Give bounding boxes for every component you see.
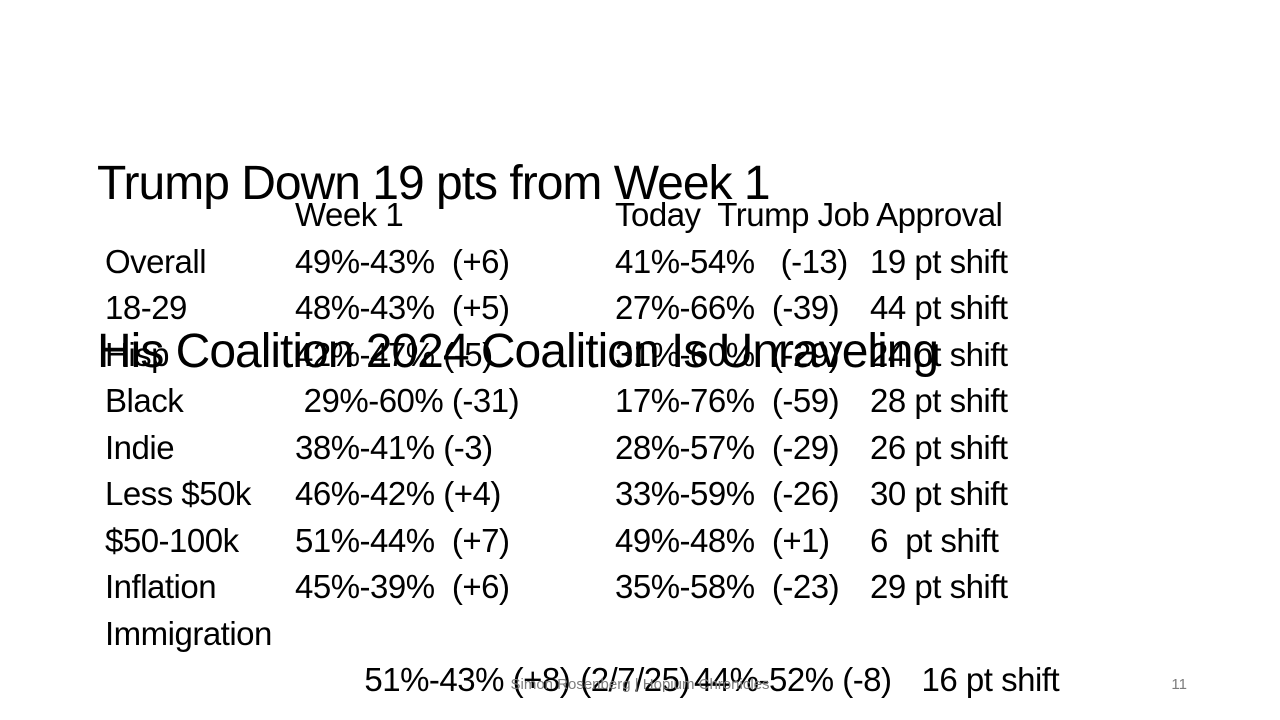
table-row: Black 29%-60% (-31) 17%-76% (-59) 28 pt … bbox=[105, 378, 1059, 425]
row-today: 49%-48% (+1) bbox=[615, 521, 830, 559]
row-label: 18-29 bbox=[105, 289, 187, 326]
row-today: 41%-54% (-13) bbox=[615, 242, 848, 280]
row-week1: 51%-43% (+8) bbox=[364, 661, 571, 698]
row-label: Immigration bbox=[105, 614, 272, 652]
row-today: 28%-57% (-29) bbox=[615, 428, 840, 466]
header-today: Today Trump Job Approval bbox=[615, 196, 1003, 233]
row-label: Less $50k bbox=[105, 475, 251, 512]
row-week1: 49%-43% (+6) bbox=[295, 242, 510, 280]
table-row: 18-29 48%-43% (+5) 27%-66% (-39) 44 pt s… bbox=[105, 285, 1059, 332]
row-week1: 42%-47% (-5) bbox=[295, 335, 493, 373]
row-today: 35%-58% (-23) bbox=[615, 568, 840, 605]
row-date: (2/7/25) bbox=[580, 661, 690, 698]
row-shift: 26 pt shift bbox=[870, 428, 1008, 466]
approval-table: Week 1 Today Trump Job Approval Overall … bbox=[105, 192, 1060, 699]
row-shift: 19 pt shift bbox=[870, 242, 1008, 280]
table-row: Overall 49%-43% (+6) 41%-54% (-13) 19 pt… bbox=[105, 239, 1059, 286]
row-today: 31%-60% (-29) bbox=[615, 335, 840, 373]
row-week1: 45%-39% (+6) bbox=[295, 568, 510, 605]
row-label: Overall bbox=[105, 242, 207, 280]
row-today: 17%-76% (-59) bbox=[615, 382, 840, 419]
row-immigration-data: 51%-43% (+8) (2/7/25) 44%-52% (-8) 16 pt sh… bbox=[295, 611, 1059, 720]
row-shift: 28 pt shift bbox=[870, 382, 1008, 419]
slide-number: 11 bbox=[1171, 676, 1187, 693]
table-row: Less $50k 46%-42% (+4) 33%-59% (-26) 30 … bbox=[105, 471, 1059, 518]
row-shift: 6 pt shift bbox=[870, 521, 999, 559]
row-label: Black bbox=[105, 382, 184, 419]
row-today: 44%-52% (-8) bbox=[693, 661, 892, 698]
row-label: Indie bbox=[105, 428, 175, 466]
row-shift: 30 pt shift bbox=[870, 475, 1008, 512]
row-week1: 46%-42% (+4) bbox=[295, 475, 501, 512]
row-today: 27%-66% (-39) bbox=[615, 289, 840, 326]
row-label: $50-100k bbox=[105, 521, 239, 559]
table-row: Indie 38%-41% (-3) 28%-57% (-29) 26 pt s… bbox=[105, 425, 1059, 472]
row-label: Inflation bbox=[105, 568, 217, 605]
footer-credit: Simon Rosenberg | Hopium Chronicles bbox=[510, 676, 770, 693]
row-week1: 29%-60% (-31) bbox=[295, 382, 520, 419]
header-label-spacer bbox=[105, 192, 295, 239]
title-line-2: His Coalition 2024 Coalition Is Unraveli… bbox=[97, 325, 939, 378]
table-row: Inflation 45%-39% (+6) 35%-58% (-23) 29 … bbox=[105, 564, 1059, 611]
row-shift: 44 pt shift bbox=[870, 289, 1008, 326]
row-week1: 51%-44% (+7) bbox=[295, 521, 510, 559]
row-shift: 24 pt shift bbox=[870, 335, 1008, 373]
table-header-row: Week 1 Today Trump Job Approval bbox=[105, 192, 1059, 239]
row-shift: 16 pt shift bbox=[921, 661, 1060, 698]
table-row: Hisp 42%-47% (-5) 31%-60% (-29) 24 pt sh… bbox=[105, 332, 1059, 379]
row-shift: 29 pt shift bbox=[870, 568, 1008, 605]
row-label: Hisp bbox=[105, 335, 170, 373]
table-row: $50-100k 51%-44% (+7) 49%-48% (+1) 6 pt … bbox=[105, 518, 1059, 565]
header-week1: Week 1 bbox=[295, 196, 404, 233]
row-week1: 48%-43% (+5) bbox=[295, 289, 510, 326]
title-line-1: Trump Down 19 pts from Week 1 bbox=[97, 157, 771, 210]
row-today: 33%-59% (-26) bbox=[615, 475, 840, 512]
table-row: Immigration 51%-43% (+8) (2/7/25) 44%-52% … bbox=[105, 611, 1060, 699]
slide-title: Trump Down 19 pts from Week 1 His Coalit… bbox=[97, 44, 939, 492]
row-week1: 38%-41% (-3) bbox=[295, 428, 493, 466]
